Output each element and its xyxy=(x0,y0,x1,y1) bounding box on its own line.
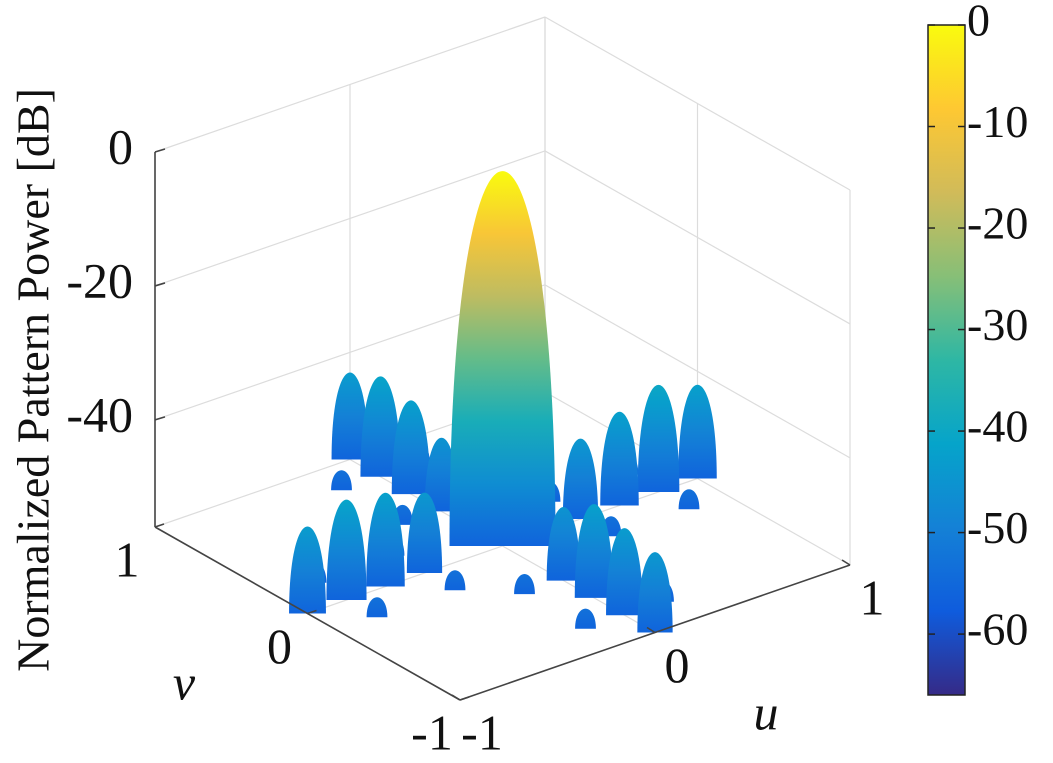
x-tick-label: 0 xyxy=(665,637,690,693)
z-tick xyxy=(154,416,166,421)
z-tick xyxy=(154,148,166,153)
surface xyxy=(289,171,717,633)
lobe xyxy=(546,506,581,581)
colorbar-tick-label: -50 xyxy=(967,502,1028,553)
colorbar-tick-label: -30 xyxy=(967,299,1028,350)
lobe xyxy=(606,528,643,616)
z-tick-label: -40 xyxy=(66,386,133,442)
colorbar-tick-label: -10 xyxy=(967,96,1028,147)
axes: -40 -20 0 -1 0 1 -1 0 1 xyxy=(66,118,884,760)
y-tick-label: 0 xyxy=(267,618,292,674)
colorbar-tick-label: 0 xyxy=(967,0,990,46)
x-tick xyxy=(646,626,656,634)
x-tick-label: 1 xyxy=(860,569,885,625)
z-axis-label: Normalized Pattern Power [dB] xyxy=(8,88,59,672)
lobe xyxy=(637,384,680,492)
lobe xyxy=(391,400,431,495)
z-tick-label: -20 xyxy=(66,252,133,308)
lobe xyxy=(514,574,535,595)
x-tick-label: -1 xyxy=(461,704,503,760)
y-axis-label: v xyxy=(173,654,196,710)
lobe xyxy=(575,608,596,629)
colorbar-tick-label: -20 xyxy=(967,198,1028,249)
z-tick xyxy=(154,282,166,287)
lobe xyxy=(449,171,556,546)
lobe xyxy=(637,552,673,633)
colorbar-tick-label: -60 xyxy=(967,604,1028,655)
lobe xyxy=(331,372,369,460)
x-tick xyxy=(841,559,851,566)
lobe xyxy=(574,504,614,598)
x-axis-label: u xyxy=(754,684,779,740)
lobe xyxy=(289,526,326,614)
y-tick-label: -1 xyxy=(411,704,453,760)
y-tick xyxy=(154,523,165,528)
lobe xyxy=(444,570,466,591)
lobe xyxy=(366,492,405,587)
lobe xyxy=(562,438,599,519)
colorbar xyxy=(927,24,966,696)
y-tick xyxy=(307,609,317,615)
z-tick-label: 0 xyxy=(108,118,133,174)
y-tick-label: 1 xyxy=(115,531,140,587)
y-tick xyxy=(459,696,470,701)
lobe xyxy=(600,411,639,506)
x-tick xyxy=(451,694,461,701)
lobe xyxy=(326,499,367,600)
lobe xyxy=(678,384,717,479)
lobe xyxy=(331,470,352,491)
lobe xyxy=(360,376,401,477)
colorbar-tick-label: -40 xyxy=(967,401,1028,452)
lobe xyxy=(678,489,700,510)
lobe xyxy=(366,597,388,618)
lobe xyxy=(406,492,443,573)
